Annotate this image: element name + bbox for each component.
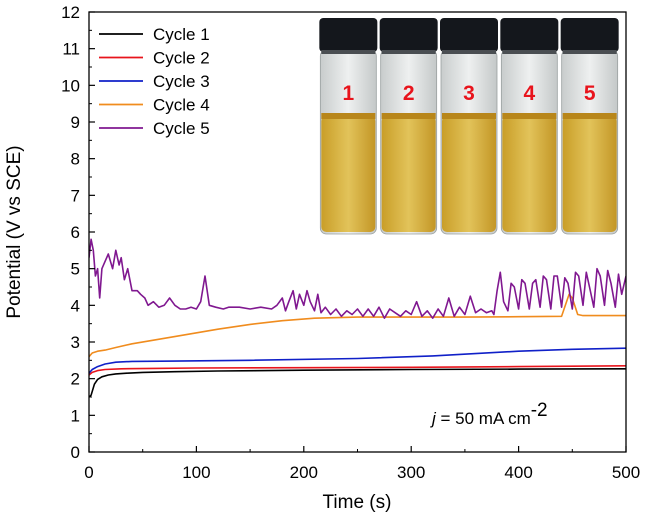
x-tick-label: 300: [397, 463, 425, 482]
inset-vial-photo: 1 2 3 4 5: [316, 16, 622, 235]
x-tick-label: 100: [182, 463, 210, 482]
vial-meniscus: [321, 113, 376, 119]
annotation-superscript: -2: [531, 400, 548, 421]
series-line-cycle-5: [89, 238, 626, 319]
vial-label-2: 2: [403, 82, 415, 105]
x-axis-label: Time (s): [323, 492, 392, 513]
y-tick-label: 12: [61, 3, 80, 22]
x-axis: 0 100 200 300 400 500: [84, 446, 640, 482]
y-tick-label: 2: [71, 370, 80, 389]
y-tick-label: 0: [71, 443, 80, 462]
y-tick-label: 1: [71, 406, 80, 425]
vial-label-3: 3: [463, 82, 475, 105]
vial-cap: [560, 18, 619, 52]
series-layer: [89, 238, 626, 398]
vial-meniscus: [381, 113, 436, 119]
vial-meniscus: [502, 113, 557, 119]
vial-meniscus: [562, 113, 617, 119]
legend: Cycle 1 Cycle 2 Cycle 3 Cycle 4 Cycle 5: [99, 25, 210, 138]
vial-cap: [319, 18, 378, 52]
y-tick-label: 3: [71, 333, 80, 352]
legend-item-cycle-5: Cycle 5: [99, 119, 210, 138]
annotation-text: = 50 mA cm: [436, 409, 531, 428]
x-tick-label: 500: [612, 463, 640, 482]
vial-cap: [500, 18, 559, 52]
series-line-cycle-2: [89, 365, 626, 376]
vial-liquid: [502, 116, 557, 232]
vial-cap: [440, 18, 498, 52]
current-density-annotation: j = 50 mA cm-2: [430, 400, 548, 428]
vial-label-5: 5: [584, 82, 596, 105]
series-line-cycle-1: [89, 368, 626, 398]
legend-item-cycle-2: Cycle 2: [99, 49, 210, 68]
vial-liquid: [442, 116, 496, 232]
vial-4: 4: [500, 18, 559, 235]
vial-neck: [321, 50, 376, 54]
legend-item-cycle-3: Cycle 3: [99, 72, 210, 91]
x-tick-label: 400: [504, 463, 532, 482]
series-line-cycle-3: [89, 347, 626, 374]
series-line-cycle-4: [89, 293, 626, 358]
vial-cap: [379, 18, 438, 52]
vial-liquid: [321, 116, 376, 232]
vial-3: 3: [440, 18, 498, 235]
legend-label: Cycle 2: [153, 49, 210, 68]
vial-neck: [502, 50, 557, 54]
vial-neck: [381, 50, 436, 54]
legend-item-cycle-4: Cycle 4: [99, 96, 210, 115]
vial-meniscus: [442, 113, 496, 119]
y-tick-label: 4: [71, 296, 80, 315]
y-tick-label: 7: [71, 186, 80, 205]
legend-label: Cycle 4: [153, 96, 210, 115]
vial-liquid: [381, 116, 436, 232]
legend-label: Cycle 5: [153, 119, 210, 138]
vial-neck: [562, 50, 617, 54]
vial-1: 1: [319, 18, 378, 235]
y-tick-label: 11: [62, 40, 80, 59]
y-tick-label: 9: [71, 113, 80, 132]
vial-label-4: 4: [523, 82, 535, 105]
y-tick-label: 5: [71, 260, 80, 279]
legend-item-cycle-1: Cycle 1: [99, 25, 210, 44]
vial-label-1: 1: [342, 82, 354, 105]
vial-liquid: [562, 116, 617, 232]
vial-5: 5: [560, 18, 619, 235]
y-tick-label: 10: [61, 76, 80, 95]
y-tick-label: 8: [71, 150, 80, 169]
vial-2: 2: [379, 18, 438, 235]
x-tick-label: 200: [290, 463, 318, 482]
x-tick-label: 0: [84, 463, 93, 482]
legend-label: Cycle 3: [153, 72, 210, 91]
legend-label: Cycle 1: [153, 25, 210, 44]
y-tick-label: 6: [71, 223, 80, 242]
annotation-italic: j: [430, 409, 437, 428]
vial-neck: [442, 50, 496, 54]
y-axis-label: Potential (V vs SCE): [4, 145, 25, 318]
